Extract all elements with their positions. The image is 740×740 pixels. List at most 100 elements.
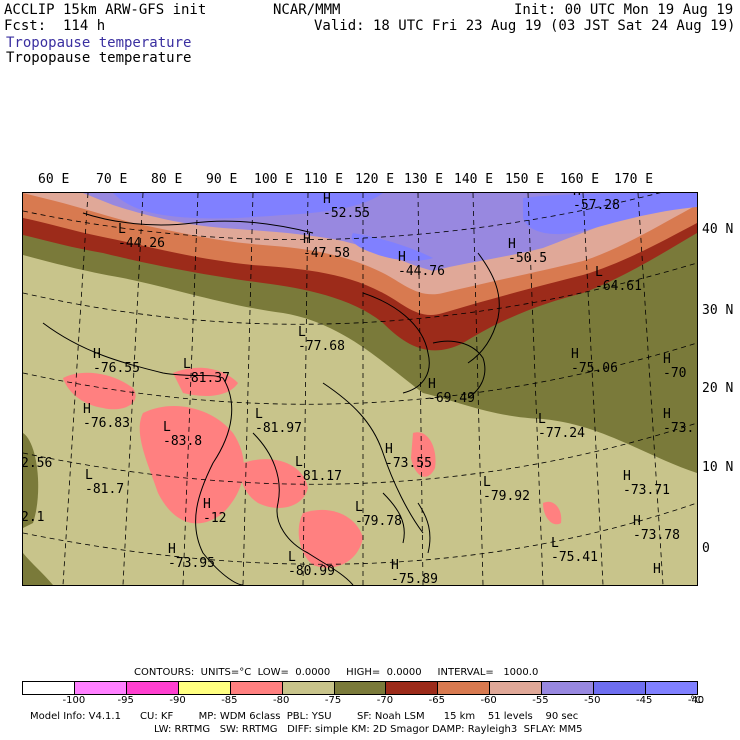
extremum-marker: H -50.5 xyxy=(508,237,548,266)
extremum-marker: L -81.7 xyxy=(85,468,125,497)
lon-label: 110 E xyxy=(304,172,344,187)
extremum-marker: H -73.55 xyxy=(385,442,432,471)
forecast-hour: Fcst: 114 h xyxy=(4,18,106,34)
lon-label: 80 E xyxy=(151,172,183,187)
extremum-marker: H -75.06 xyxy=(571,347,618,376)
init-time: Init: 00 UTC Mon 19 Aug 19 xyxy=(514,2,734,18)
valid-time: Valid: 18 UTC Fri 23 Aug 19 (03 JST Sat … xyxy=(314,18,736,34)
colorbar-label: -100 xyxy=(62,695,86,706)
lat-label: 40 N xyxy=(702,222,734,237)
colorbar-swatch xyxy=(646,682,697,694)
colorbar-label: -90 xyxy=(169,695,186,706)
colorbar-swatch xyxy=(230,682,283,694)
field-title-colored: Tropopause temperature xyxy=(6,35,192,51)
colorbar-label: -85 xyxy=(221,695,238,706)
extremum-marker: H -73.71 xyxy=(623,469,670,498)
lon-label: 160 E xyxy=(560,172,600,187)
colorbar-unit: °C xyxy=(690,695,702,706)
lon-label: 130 E xyxy=(404,172,444,187)
lon-label: 60 E xyxy=(38,172,70,187)
extremum-marker: H -69.49 xyxy=(428,377,475,406)
cold-patch xyxy=(139,405,244,524)
blue-core-east xyxy=(523,193,697,235)
lon-label: 90 E xyxy=(206,172,238,187)
colorbar-label: -50 xyxy=(584,695,601,706)
colorbar-label: -80 xyxy=(273,695,290,706)
colorbar-swatch xyxy=(490,682,543,694)
colorbar-label: -70 xyxy=(376,695,394,706)
extremum-marker: L -77.68 xyxy=(298,325,345,354)
colorbar-swatch xyxy=(438,682,491,694)
extremum-marker: L -81.17 xyxy=(295,455,342,484)
cold-patch xyxy=(63,372,136,410)
extremum-marker: L -83.8 xyxy=(163,420,203,449)
tropopause-temperature-map[interactable]: H-52.55 H-57.28 L-44.26 H-47.58 H-44.76 … xyxy=(22,192,698,586)
lat-label: 10 N xyxy=(702,460,734,475)
colorbar-label: -65 xyxy=(428,695,445,706)
dark-olive-west xyxy=(23,433,39,528)
extremum-marker: H -73.95 xyxy=(168,542,215,571)
colorbar-label: -75 xyxy=(324,695,342,706)
lon-label: 150 E xyxy=(505,172,545,187)
extremum-marker: L -79.78 xyxy=(355,500,402,529)
colorbar-swatch xyxy=(23,682,75,694)
extremum-marker: H -75.89 xyxy=(391,558,438,586)
colorbar-label: -95 xyxy=(117,695,134,706)
contour-info: CONTOURS: UNITS=°C LOW= 0.0000 HIGH= 0.0… xyxy=(134,667,539,678)
center-label: NCAR/MMM xyxy=(273,2,341,18)
graticule xyxy=(23,193,697,585)
extremum-marker: L -75.41 xyxy=(551,536,598,565)
extremum-marker: 2.56 xyxy=(22,456,53,471)
extremum-marker: L -81.97 xyxy=(255,407,302,436)
colorbar-swatch xyxy=(74,682,127,694)
lon-label: 100 E xyxy=(254,172,294,187)
colorbar-swatch xyxy=(282,682,335,694)
extremum-marker: H xyxy=(653,562,661,577)
dark-olive-sw xyxy=(23,553,53,585)
coastlines xyxy=(42,212,500,585)
lat-label: 0 xyxy=(702,541,710,556)
extremum-marker: L -77.24 xyxy=(538,412,585,441)
colorbar-swatch xyxy=(542,682,595,694)
cold-patch xyxy=(411,432,436,477)
cold-patch xyxy=(543,501,562,525)
lat-label: 20 N xyxy=(702,381,734,396)
extremum-marker: H -70 xyxy=(663,352,687,381)
cold-patch xyxy=(298,509,363,568)
lon-label: 140 E xyxy=(454,172,494,187)
model-info-line2: LW: RRTMG SW: RRTMG DIFF: simple KM: 2D … xyxy=(154,724,583,735)
extremum-marker: L -64.61 xyxy=(595,265,642,294)
extremum-marker: L -80.99 xyxy=(288,550,335,579)
blue-core-west xyxy=(113,193,383,219)
extremum-marker: H -76.55 xyxy=(93,347,140,376)
colorbar-swatch xyxy=(594,682,647,694)
extremum-marker: H -76.83 xyxy=(83,402,130,431)
colorbar-swatch xyxy=(126,682,179,694)
colorbar-label: -40 xyxy=(687,695,705,706)
extremum-marker: L -81.37 xyxy=(183,357,230,386)
extremum-marker: H-57.28 xyxy=(573,193,620,213)
map-canvas xyxy=(23,193,697,585)
colorbar-label: -45 xyxy=(635,695,653,706)
model-info-line1: Model Info: V4.1.1 CU: KF MP: WDM 6class… xyxy=(30,711,579,722)
extremum-marker: L -79.92 xyxy=(483,475,530,504)
extremum-marker: H -44.76 xyxy=(398,250,445,279)
field-title-black: Tropopause temperature xyxy=(6,50,192,66)
extremum-marker: L -44.26 xyxy=(118,222,165,251)
extremum-marker: H -47.58 xyxy=(303,232,350,261)
extremum-marker: H -12 xyxy=(203,497,227,526)
extremum-marker: H -73. xyxy=(663,407,695,436)
colorbar-swatch xyxy=(386,682,439,694)
colorbar-label: -55 xyxy=(532,695,549,706)
colorbar-swatch xyxy=(334,682,387,694)
lon-label: 120 E xyxy=(355,172,395,187)
model-title: ACCLIP 15km ARW-GFS init xyxy=(4,2,207,18)
colorbar-swatch xyxy=(178,682,231,694)
extremum-marker: H -73.78 xyxy=(633,514,680,543)
lon-label: 70 E xyxy=(96,172,128,187)
blue-core-center xyxy=(351,233,433,261)
colorbar xyxy=(22,681,698,695)
lon-label: 170 E xyxy=(614,172,654,187)
colorbar-label: -60 xyxy=(480,695,497,706)
lat-label: 30 N xyxy=(702,303,734,318)
